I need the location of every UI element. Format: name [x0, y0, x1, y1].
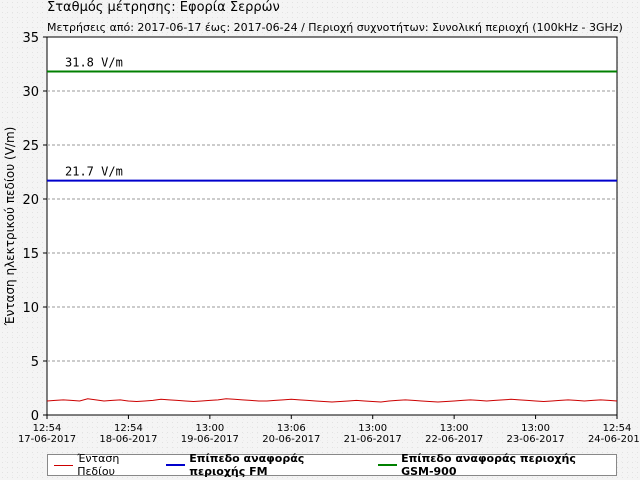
x-tick-date-0: 17-06-2017 — [18, 434, 76, 445]
reference-label-0: 31.8 V/m — [65, 56, 123, 70]
x-tick-time-7: 12:54 — [603, 423, 632, 434]
legend: Ένταση Πεδίου Επίπεδο αναφοράς περιοχής … — [47, 452, 617, 478]
chart-title: Σταθμός μέτρησης: Εφορία Σερρών — [47, 0, 280, 15]
x-tick-time-2: 13:00 — [195, 423, 224, 434]
x-tick-date-6: 23-06-2017 — [507, 434, 565, 445]
y-tick-label-2: 10 — [22, 301, 39, 316]
y-axis-label: Ένταση ηλεκτρικού πεδίου (V/m) — [3, 127, 17, 327]
x-tick-date-5: 22-06-2017 — [425, 434, 483, 445]
x-tick-date-1: 18-06-2017 — [99, 434, 157, 445]
y-tick-label-3: 15 — [22, 247, 39, 262]
reference-lines: 31.8 V/m 21.7 V/m — [47, 56, 617, 182]
x-tick-time-3: 13:06 — [277, 423, 306, 434]
x-tick-date-7: 24-06-2017 — [588, 434, 640, 445]
legend-label-field: Ένταση Πεδίου — [77, 452, 120, 478]
legend-label-fm: Επίπεδο αναφοράς περιοχής FM — [189, 452, 305, 478]
x-tick-time-0: 12:54 — [33, 423, 62, 434]
x-tick-time-4: 13:00 — [358, 423, 387, 434]
legend-item-fm: Επίπεδο αναφοράς περιοχής FM — [166, 452, 362, 478]
y-tick-label-5: 25 — [22, 139, 39, 154]
y-tick-label-6: 30 — [22, 85, 39, 100]
legend-swatch-fm — [166, 464, 186, 466]
y-tick-label-4: 20 — [22, 193, 39, 208]
legend-swatch-field — [54, 464, 74, 466]
chart-subtitle: Μετρήσεις από: 2017-06-17 έως: 2017-06-2… — [47, 21, 623, 34]
series-line-0 — [46, 398, 618, 403]
x-tick-time-5: 13:00 — [440, 423, 469, 434]
x-tick-date-3: 20-06-2017 — [262, 434, 320, 445]
reference-label-1: 21.7 V/m — [65, 165, 123, 179]
x-tick-time-1: 12:54 — [114, 423, 143, 434]
x-tick-time-6: 13:00 — [521, 423, 550, 434]
y-tick-label-0: 0 — [31, 409, 39, 424]
legend-label-gsm: Επίπεδο αναφοράς περιοχής GSM-900 — [401, 452, 576, 478]
x-tick-date-2: 19-06-2017 — [181, 434, 239, 445]
grid-lines — [47, 90, 617, 362]
legend-item-field: Ένταση Πεδίου — [54, 452, 150, 478]
y-tick-label-7: 35 — [22, 31, 39, 46]
plot-area — [46, 36, 618, 416]
y-axis: 0 5 10 15 20 25 30 35 — [22, 31, 47, 424]
series-group — [46, 398, 618, 403]
x-tick-date-4: 21-06-2017 — [344, 434, 402, 445]
x-axis: 12:5417-06-201712:5418-06-201713:0019-06… — [18, 415, 640, 445]
legend-swatch-gsm — [377, 464, 398, 466]
y-tick-label-1: 5 — [31, 355, 39, 370]
legend-item-gsm: Επίπεδο αναφοράς περιοχής GSM-900 — [377, 452, 606, 478]
